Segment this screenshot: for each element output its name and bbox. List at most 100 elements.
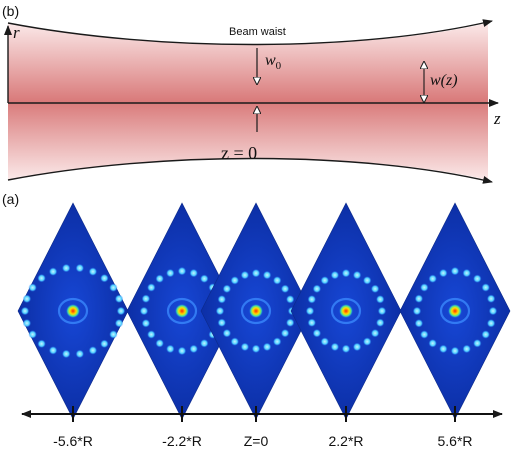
pattern-tile bbox=[126, 202, 238, 420]
intensity-patterns-panel: (a) -5.6*R -2.2*R Z=0 2.2*R 5.6*R bbox=[2, 191, 511, 449]
w0-symbol: w0 bbox=[265, 52, 282, 72]
ring-spot bbox=[439, 268, 448, 278]
ring-spot bbox=[273, 276, 282, 285]
ring-spot bbox=[363, 276, 372, 285]
r-axis-label: r bbox=[13, 23, 20, 42]
ring-spot bbox=[139, 306, 149, 316]
ring-spot bbox=[481, 283, 490, 292]
beam-waist-label: Beam waist bbox=[229, 26, 286, 38]
beam-lower-envelope bbox=[7, 157, 493, 184]
ring-spot bbox=[412, 306, 422, 316]
ring-spot bbox=[200, 274, 209, 283]
ring-spot bbox=[217, 318, 226, 327]
ring-spot bbox=[462, 268, 471, 278]
ring-spot bbox=[109, 330, 118, 339]
ring-spot bbox=[312, 284, 322, 293]
ring-spot bbox=[341, 344, 351, 353]
ring-spot bbox=[240, 342, 250, 352]
ring-spot bbox=[273, 337, 282, 346]
z-zero-label: z = 0 bbox=[221, 143, 257, 163]
ring-spot bbox=[61, 349, 71, 359]
pattern-tile bbox=[290, 202, 402, 420]
ring-spot bbox=[189, 344, 198, 354]
ring-spot bbox=[177, 266, 187, 276]
ring-spot bbox=[286, 295, 295, 304]
ring-spot bbox=[312, 329, 322, 338]
ring-spot bbox=[341, 269, 351, 278]
ring-spot bbox=[352, 342, 362, 352]
position-label: 2.2*R bbox=[328, 433, 363, 449]
wz-label: w(z) bbox=[430, 72, 458, 89]
ring-spot bbox=[48, 267, 58, 276]
ring-spot bbox=[88, 267, 98, 276]
ring-spot bbox=[363, 337, 372, 346]
position-label: -2.2*R bbox=[162, 433, 202, 449]
propagation-ticks: -5.6*R -2.2*R Z=0 2.2*R 5.6*R bbox=[53, 406, 473, 449]
ring-spot bbox=[75, 263, 85, 273]
ring-spot bbox=[414, 319, 424, 328]
ring-spot bbox=[100, 274, 109, 283]
beam-core bbox=[175, 304, 189, 318]
ring-spot bbox=[147, 283, 156, 292]
ring-spot bbox=[370, 284, 380, 293]
ring-spot bbox=[189, 268, 198, 278]
ring-spot bbox=[473, 339, 482, 348]
ring-spot bbox=[200, 339, 209, 348]
beam-envelope-fill bbox=[8, 23, 488, 180]
ring-spot bbox=[37, 339, 46, 348]
ring-spot bbox=[420, 283, 429, 292]
ring-spot bbox=[100, 339, 109, 348]
ring-spot bbox=[262, 342, 272, 352]
ring-spot bbox=[486, 294, 496, 303]
ring-spot bbox=[230, 337, 239, 346]
ring-spot bbox=[262, 270, 272, 280]
ring-spot bbox=[488, 306, 498, 316]
ring-spot bbox=[439, 344, 448, 354]
ring-spot bbox=[155, 274, 164, 283]
ring-spot bbox=[155, 339, 164, 348]
ring-spot bbox=[222, 284, 232, 293]
position-label: 5.6*R bbox=[437, 433, 472, 449]
ring-spot bbox=[114, 294, 124, 303]
z-axis-label: z bbox=[493, 109, 501, 128]
ring-spot bbox=[217, 295, 226, 304]
ring-spot bbox=[473, 274, 482, 283]
ring-spot bbox=[320, 276, 329, 285]
ring-spot bbox=[37, 274, 46, 283]
pattern-tile bbox=[200, 202, 312, 420]
ring-spot bbox=[215, 306, 225, 316]
inner-ring bbox=[57, 297, 89, 325]
ring-spot bbox=[414, 294, 424, 303]
inner-ring bbox=[240, 297, 272, 325]
ring-spot bbox=[166, 344, 175, 354]
ring-spot bbox=[28, 283, 37, 292]
ring-spot bbox=[114, 319, 124, 328]
ring-spot bbox=[20, 306, 30, 316]
ring-spot bbox=[147, 330, 156, 339]
ring-spot bbox=[230, 276, 239, 285]
ring-spot bbox=[305, 306, 315, 316]
ring-spot bbox=[141, 294, 151, 303]
ring-spot bbox=[320, 337, 329, 346]
ring-spot bbox=[116, 306, 126, 316]
beam-core bbox=[339, 304, 353, 318]
ring-spot bbox=[61, 263, 71, 273]
ring-spot bbox=[222, 329, 232, 338]
ring-spot bbox=[307, 295, 316, 304]
ring-spot bbox=[240, 270, 250, 280]
ring-spot bbox=[48, 346, 58, 355]
ring-spot bbox=[28, 330, 37, 339]
ring-spot bbox=[376, 295, 385, 304]
position-label: Z=0 bbox=[244, 433, 269, 449]
ring-spot bbox=[280, 329, 290, 338]
ring-spot bbox=[109, 283, 118, 292]
ring-spot bbox=[428, 339, 437, 348]
ring-spot bbox=[377, 306, 387, 316]
ring-spot bbox=[370, 329, 380, 338]
pattern-tiles bbox=[17, 202, 511, 420]
ring-spot bbox=[462, 344, 471, 354]
inner-ring bbox=[439, 297, 471, 325]
panel-b-label: (b) bbox=[2, 3, 19, 19]
